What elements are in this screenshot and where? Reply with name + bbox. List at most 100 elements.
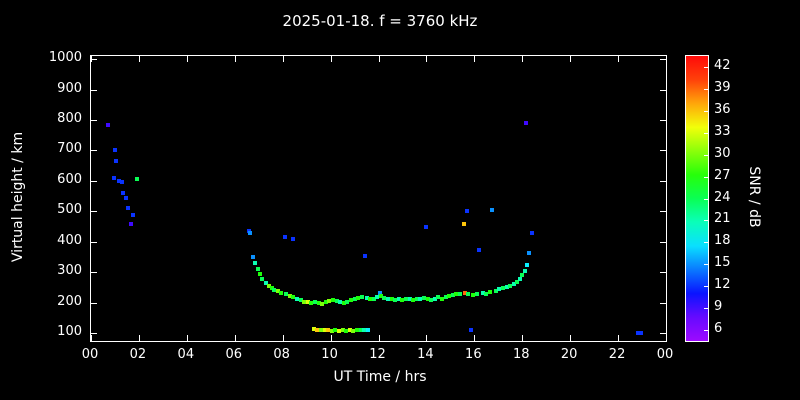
data-point — [477, 247, 482, 252]
y-tick — [660, 59, 666, 61]
colorbar-tick-label: 24 — [714, 189, 731, 205]
y-tick-label: 500 — [57, 202, 82, 218]
y-tick — [91, 272, 97, 274]
data-point — [291, 295, 296, 300]
data-point — [636, 331, 641, 336]
data-point — [520, 273, 525, 278]
x-tick-label: 12 — [369, 347, 386, 362]
data-point — [272, 288, 277, 293]
data-point — [111, 175, 116, 180]
y-tick — [660, 241, 666, 243]
data-point — [393, 297, 398, 302]
data-point — [529, 230, 534, 235]
data-point — [323, 300, 328, 305]
x-tick-label: 08 — [273, 347, 290, 362]
y-tick-label: 1000 — [48, 50, 82, 66]
data-point — [425, 297, 430, 302]
y-tick — [660, 211, 666, 213]
data-point — [522, 268, 527, 273]
data-point — [450, 292, 455, 297]
data-point — [341, 300, 346, 305]
colorbar-tick-label: 30 — [714, 145, 731, 161]
y-tick — [91, 120, 97, 121]
y-tick — [91, 89, 97, 91]
y-tick — [91, 302, 97, 304]
colorbar-tick-label: 27 — [714, 167, 731, 183]
data-point — [501, 286, 506, 291]
x-tick — [186, 56, 188, 62]
x-tick — [378, 335, 380, 341]
data-point — [319, 328, 323, 333]
data-point — [315, 327, 320, 332]
colorbar — [685, 55, 709, 342]
data-point — [389, 296, 394, 301]
data-point — [525, 262, 530, 267]
data-point — [309, 300, 314, 305]
plot-area — [90, 55, 667, 342]
data-point — [382, 296, 387, 301]
colorbar-tick — [704, 198, 708, 200]
y-tick — [91, 241, 97, 243]
colorbar-tick-label: 15 — [714, 255, 731, 271]
data-point — [313, 299, 317, 304]
colorbar-tick — [704, 286, 708, 288]
data-point — [347, 328, 352, 333]
data-point — [326, 328, 331, 333]
data-point — [340, 328, 345, 333]
colorbar-tick — [704, 110, 708, 112]
x-tick — [282, 56, 284, 62]
x-tick — [234, 56, 236, 62]
data-point — [411, 297, 416, 302]
data-point — [105, 122, 110, 127]
y-tick — [660, 120, 666, 121]
data-point — [504, 285, 509, 290]
data-point — [260, 276, 265, 281]
data-point — [378, 294, 383, 299]
data-point — [468, 327, 473, 332]
data-point — [275, 289, 280, 294]
data-point — [432, 296, 437, 301]
y-tick — [91, 211, 97, 213]
data-point — [400, 297, 405, 302]
data-point — [291, 236, 296, 241]
colorbar-tick — [704, 88, 708, 90]
data-point — [364, 296, 369, 301]
x-tick-label: 00 — [656, 347, 674, 362]
colorbar-tick-label: 6 — [714, 321, 723, 337]
x-tick-label: 10 — [321, 347, 338, 362]
data-point — [457, 292, 462, 297]
y-tick — [91, 333, 97, 335]
x-tick-label: 04 — [177, 347, 195, 362]
chart-title: 2025-01-18. f = 3760 kHz — [282, 12, 478, 30]
y-tick — [660, 89, 666, 91]
data-point — [320, 301, 325, 306]
data-point — [284, 292, 289, 297]
data-point — [471, 292, 476, 297]
data-point — [112, 148, 117, 153]
x-tick — [570, 335, 572, 341]
colorbar-tick — [704, 308, 708, 310]
data-point — [123, 195, 128, 200]
data-point — [344, 328, 349, 333]
x-tick — [378, 56, 380, 62]
data-point — [255, 267, 260, 272]
data-point — [311, 326, 316, 331]
y-tick-label: 700 — [57, 141, 82, 157]
colorbar-tick — [704, 66, 708, 68]
x-tick — [666, 56, 667, 62]
data-point — [248, 230, 253, 235]
data-point — [517, 277, 522, 282]
x-tick — [426, 56, 428, 62]
data-point — [126, 206, 131, 211]
colorbar-tick-label: 21 — [714, 211, 731, 227]
data-point — [523, 121, 528, 126]
data-point — [371, 296, 376, 301]
data-point — [439, 296, 444, 301]
y-tick-label: 900 — [57, 80, 82, 96]
data-point — [368, 297, 373, 302]
data-point — [267, 284, 272, 289]
y-tick — [660, 180, 666, 182]
data-point — [493, 288, 498, 293]
y-tick-label: 200 — [57, 293, 82, 309]
